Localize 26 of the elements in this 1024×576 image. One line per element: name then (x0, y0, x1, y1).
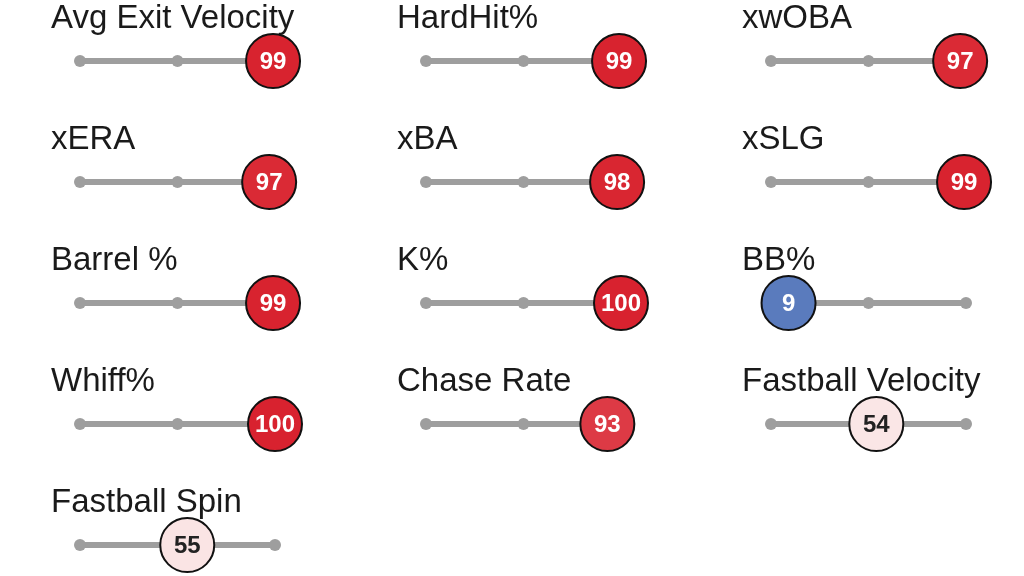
text: Chase Rate (397, 361, 572, 398)
data-label: 99 (259, 46, 287, 74)
data-label: 98 (603, 167, 631, 195)
data-label: 55 (173, 530, 201, 558)
text: Barrel % (51, 240, 178, 277)
text: Avg Exit Velocity (51, 0, 295, 35)
text: Fastball Velocity (742, 361, 981, 398)
data-label: 9 (781, 288, 796, 316)
text: K% (397, 240, 449, 277)
text: HardHit% (397, 0, 539, 35)
data-label: 99 (605, 46, 633, 74)
data-label: 99 (950, 167, 978, 195)
text: xwOBA (742, 0, 853, 35)
text: Fastball Spin (51, 482, 242, 519)
text: xERA (51, 119, 136, 156)
text: BB% (742, 240, 816, 277)
data-label: 97 (946, 46, 974, 74)
data-label: 100 (600, 288, 642, 316)
data-label: 97 (255, 167, 283, 195)
data-label: 100 (254, 409, 296, 437)
text: xSLG (742, 119, 825, 156)
text: Whiff% (51, 361, 155, 398)
data-label: 54 (862, 409, 891, 437)
text: xBA (397, 119, 458, 156)
data-label: 99 (259, 288, 287, 316)
data-label: 93 (594, 409, 621, 437)
